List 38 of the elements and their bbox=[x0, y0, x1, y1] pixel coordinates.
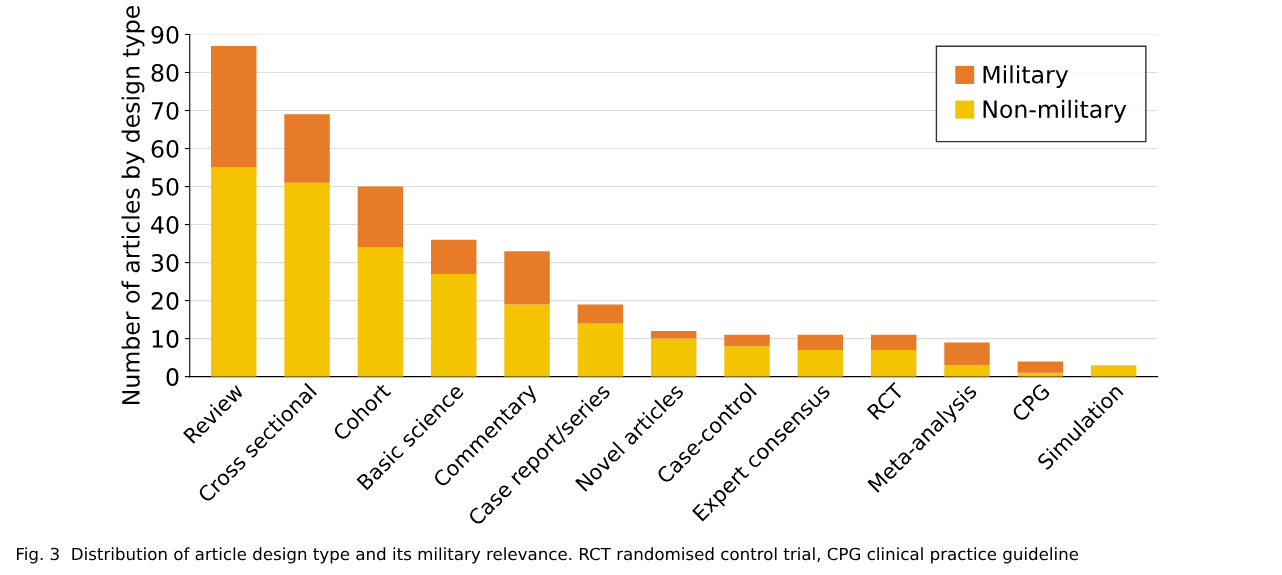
bar bbox=[944, 365, 990, 377]
bar bbox=[1090, 365, 1137, 377]
bar bbox=[870, 334, 917, 351]
bar bbox=[797, 350, 844, 377]
bar bbox=[430, 239, 477, 274]
bar bbox=[357, 186, 404, 248]
bar bbox=[650, 331, 697, 339]
y-tick-label: 70 bbox=[151, 101, 179, 120]
y-tick-label: 60 bbox=[151, 139, 179, 158]
bar bbox=[284, 114, 330, 183]
legend-label: Non-military bbox=[983, 99, 1127, 123]
bar bbox=[724, 346, 770, 377]
bar bbox=[1017, 361, 1064, 373]
y-tick-label: 90 bbox=[151, 25, 179, 44]
bar bbox=[577, 323, 624, 377]
legend-label: Military bbox=[983, 65, 1069, 89]
y-tick-label: 20 bbox=[151, 292, 179, 310]
bar bbox=[211, 167, 257, 377]
y-tick-label: 50 bbox=[151, 178, 179, 196]
bar bbox=[504, 251, 550, 305]
y-tick-label: 0 bbox=[166, 368, 179, 386]
y-tick-label: 10 bbox=[152, 330, 179, 348]
bar bbox=[650, 338, 697, 377]
y-tick-label: 40 bbox=[151, 216, 179, 234]
y-tick-label: 30 bbox=[151, 254, 179, 272]
y-tick-label: 80 bbox=[151, 63, 179, 82]
bar bbox=[944, 342, 990, 366]
bar bbox=[430, 273, 477, 377]
bar bbox=[724, 334, 770, 347]
bar bbox=[504, 304, 550, 377]
bar bbox=[284, 182, 330, 377]
bar bbox=[577, 304, 624, 324]
bar bbox=[870, 350, 917, 377]
bar bbox=[797, 334, 844, 351]
caption: Fig. 3 Distribution of article design type and its military relevance. RCT randomised control trial, CPG clinical practice guideline bbox=[17, 547, 1079, 564]
bar bbox=[357, 247, 404, 377]
bar bbox=[211, 45, 257, 168]
y-axis-title: Number of articles by design type bbox=[121, 6, 145, 405]
